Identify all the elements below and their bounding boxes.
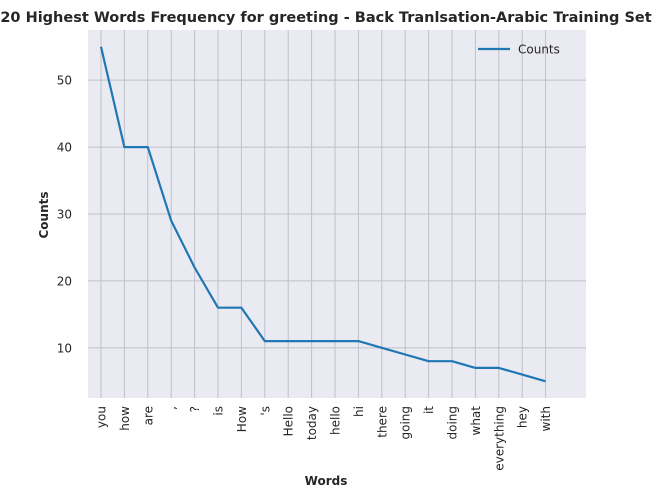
x-tick-label: 's	[258, 406, 272, 416]
x-tick-label: ,	[165, 406, 179, 410]
x-tick-label: hey	[516, 406, 530, 428]
legend: Counts	[478, 43, 560, 57]
y-tick-label: 20	[57, 274, 72, 288]
x-tick-label: is	[212, 406, 226, 416]
x-tick-label: ?	[188, 406, 202, 412]
x-tick-label: what	[469, 406, 483, 436]
series-line-counts	[99, 46, 546, 383]
x-tick-label: How	[235, 406, 249, 432]
x-tick-label: today	[305, 406, 319, 440]
x-tick-label: how	[118, 406, 132, 431]
x-tick-label: everything	[492, 406, 506, 471]
x-tick-label: hello	[329, 406, 343, 435]
y-tick-label: 30	[57, 208, 72, 222]
x-tick-label: you	[95, 406, 109, 428]
grid	[88, 30, 586, 398]
y-tick-label: 10	[57, 341, 72, 355]
x-tick-label: hi	[352, 406, 366, 417]
y-tick-label: 40	[57, 141, 72, 155]
x-axis-label: Words	[305, 474, 348, 488]
y-axis-label: Counts	[37, 191, 51, 238]
y-axis-ticks: 10 20 30 40 50	[57, 74, 72, 356]
x-tick-label: with	[539, 406, 553, 431]
legend-label: Counts	[518, 43, 560, 57]
x-axis-ticks: you how are,? is How 's Hello today hello hi there…	[95, 406, 554, 471]
chart-title: 20 Highest Words Frequency for greeting …	[0, 10, 651, 26]
x-tick-label: going	[399, 406, 413, 440]
y-tick-label: 50	[57, 74, 72, 88]
x-tick-label: there	[375, 406, 389, 438]
x-tick-label: are	[141, 406, 155, 425]
x-tick-label: it	[422, 406, 436, 414]
x-tick-label: doing	[446, 406, 460, 440]
x-tick-label: Hello	[282, 406, 296, 436]
